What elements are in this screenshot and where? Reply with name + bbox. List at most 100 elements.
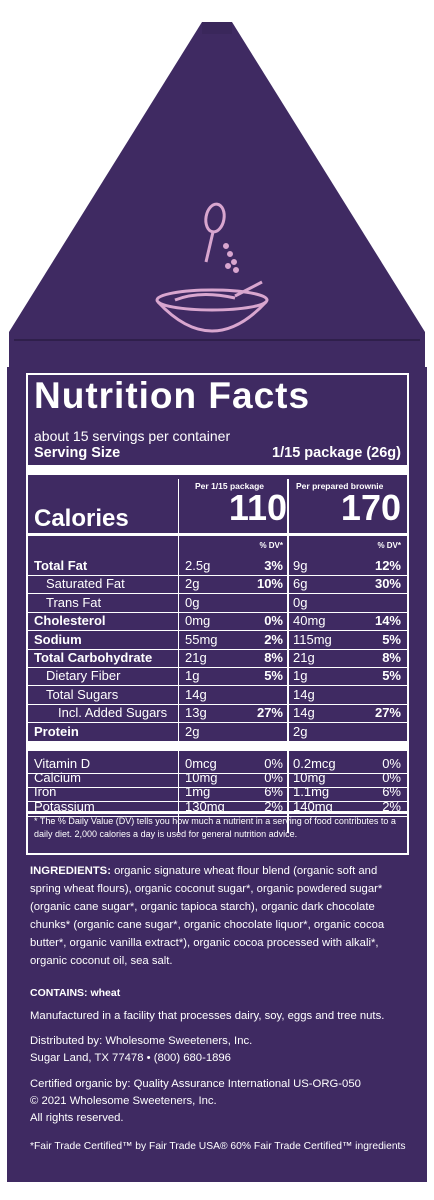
nutrient-row: Total Fat 2.5g 3% 9g 12% [28, 557, 407, 576]
dv-per-brownie: 5% [382, 668, 401, 684]
facility-statement: Manufactured in a facility that processe… [30, 1010, 385, 1022]
calories-label: Calories [34, 505, 129, 532]
row-divider [28, 611, 407, 613]
row-divider [28, 593, 407, 595]
nutrient-label: Vitamin D [34, 756, 91, 771]
thick-divider [28, 465, 407, 475]
amount-per-package: 0mg [185, 613, 211, 629]
nutrient-label: Dietary Fiber [46, 668, 121, 684]
calories-per-package: 110 [228, 487, 287, 528]
amount-per-brownie: 1g [293, 668, 308, 684]
column-divider-left [178, 479, 179, 833]
amount-per-package: 2g [185, 576, 200, 592]
col2-header: Per prepared brownie [296, 481, 384, 491]
nutrient-row: Saturated Fat 2g 10% 6g 30% [28, 575, 407, 595]
nutrient-row: Total Carbohydrate 21g 8% 21g 8% [28, 649, 407, 668]
amount-per-brownie: 9g [293, 558, 308, 573]
ingredients-text: organic signature wheat flour blend (org… [30, 865, 385, 967]
contains-statement: CONTAINS: wheat [30, 987, 121, 999]
col1-header: Per 1/15 package [195, 481, 264, 491]
amount-per-brownie: 14g [293, 705, 315, 721]
nutrient-label: Cholesterol [34, 613, 106, 629]
amount-per-brownie: 21g [293, 650, 315, 665]
nutrient-label: Incl. Added Sugars [58, 705, 168, 721]
dv-per-brownie: 14% [374, 613, 401, 629]
dv-header-2: % DV* [377, 541, 401, 550]
nutrient-row: Vitamin D 0mcg 0% 0.2mcg 0% [28, 755, 407, 774]
nutrient-label: Total Carbohydrate [34, 650, 153, 665]
nutrition-facts-panel: Nutrition Facts about 15 servings per co… [26, 373, 409, 855]
side-panel [7, 367, 427, 1182]
serving-size-label: Serving Size [34, 445, 121, 461]
amount-per-brownie: 0g [293, 594, 308, 610]
certified-line3: All rights reserved. [30, 1112, 124, 1124]
amount-per-package: 2g [185, 723, 200, 739]
nutrient-row: Protein 2g 2g [28, 723, 407, 742]
whisk-icon [204, 202, 239, 273]
nutrient-row: Iron 1mg 6% 1.1mg 6% [28, 783, 407, 803]
dv-per-brownie: 6% [382, 784, 401, 800]
amount-per-package: 130mg [185, 798, 225, 814]
calories-divider [28, 533, 407, 536]
row-divider [28, 773, 407, 774]
amount-per-package: 55mg [185, 631, 218, 647]
row-divider [28, 685, 407, 687]
certified-line2: © 2021 Wholesome Sweeteners, Inc. [30, 1095, 217, 1107]
ingredients: INGREDIENTS: organic signature wheat flo… [30, 862, 390, 970]
nutrient-label: Total Sugars [46, 686, 119, 702]
dv-per-brownie: 27% [374, 705, 401, 721]
dv-per-package: 5% [264, 668, 283, 684]
dv-per-brownie: 0% [382, 756, 401, 771]
ingredients-label: INGREDIENTS: [30, 865, 111, 877]
dv-per-package: 8% [264, 650, 283, 665]
row-divider [28, 703, 407, 705]
dv-per-package: 0% [264, 756, 283, 771]
nutrient-label: Total Fat [34, 558, 88, 573]
dv-per-brownie: 2% [382, 798, 401, 814]
amount-per-brownie: 2g [293, 723, 308, 739]
dv-per-brownie: 0% [382, 770, 401, 786]
nutrient-row: Total Sugars 14g 14g [28, 686, 407, 705]
row-divider [28, 722, 407, 724]
row-divider [28, 740, 407, 742]
row-divider [28, 648, 407, 650]
dv-per-package: 3% [264, 558, 283, 573]
row-divider [28, 815, 407, 817]
amount-per-package: 0g [185, 594, 200, 610]
serving-size-value: 1/15 package (26g) [272, 445, 401, 461]
amount-per-brownie: 1.1mg [293, 784, 330, 800]
nutrient-row: Sodium 55mg 2% 115mg 5% [28, 631, 407, 650]
nutrient-row: Incl. Added Sugars 13g 27% 14g 27% [28, 704, 407, 724]
amount-per-package: 1g [185, 668, 200, 684]
certified-line1: Certified organic by: Quality Assurance … [30, 1078, 361, 1090]
dv-footnote: * The % Daily Value (DV) tells you how m… [34, 816, 396, 839]
amount-per-brownie: 0.2mcg [293, 756, 336, 771]
dv-per-brownie: 5% [382, 631, 401, 647]
dv-per-package: 0% [264, 613, 283, 629]
nutrient-row: Cholesterol 0mg 0% 40mg 14% [28, 612, 407, 632]
nutrient-label: Calcium [34, 770, 81, 786]
row-divider [28, 667, 407, 668]
column-divider [287, 479, 289, 833]
dv-per-package: 27% [256, 705, 283, 721]
dv-header-1: % DV* [259, 541, 283, 550]
amount-per-package: 2.5g [185, 558, 211, 573]
dv-per-brownie: 12% [374, 558, 401, 573]
amount-per-brownie: 140mg [293, 798, 333, 814]
amount-per-brownie: 14g [293, 686, 315, 702]
amount-per-brownie: 6g [293, 576, 308, 592]
nutrient-label: Saturated Fat [46, 576, 125, 592]
nutrient-row: Potassium 130mg 2% 140mg 2% [28, 798, 407, 817]
servings-per-container: about 15 servings per container [34, 428, 231, 444]
dv-per-brownie: 8% [382, 650, 401, 665]
dv-per-package: 6% [264, 784, 283, 800]
dv-per-brownie: 30% [374, 576, 401, 592]
fair-trade-statement: *Fair Trade Certified™ by Fair Trade USA… [30, 1141, 406, 1152]
amount-per-package: 0mcg [185, 756, 217, 771]
nutrient-row: Trans Fat 0g 0g [28, 594, 407, 613]
distributor-line1: Distributed by: Wholesome Sweeteners, In… [30, 1035, 253, 1047]
nutrient-label: Potassium [34, 798, 95, 814]
dv-per-package: 10% [256, 576, 283, 592]
